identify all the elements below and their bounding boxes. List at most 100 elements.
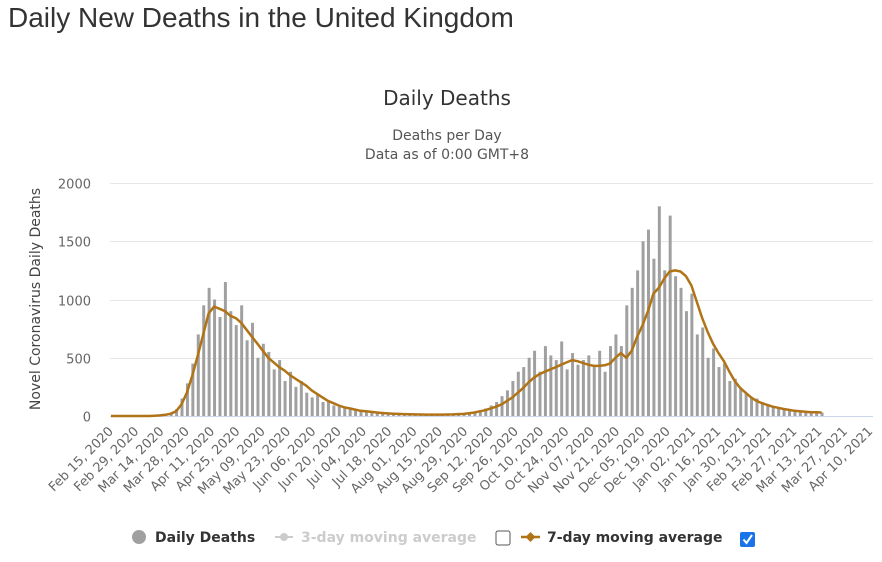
bar (261, 343, 265, 416)
legend-item-3-day-average[interactable]: 3-day moving average (275, 530, 477, 546)
bar (722, 363, 726, 416)
bar (717, 367, 721, 416)
bar (321, 402, 325, 416)
bar (809, 412, 813, 416)
bar (652, 258, 656, 416)
bar (489, 405, 493, 416)
bar (750, 397, 754, 416)
bar (587, 355, 591, 416)
legend-item-daily-deaths[interactable]: Daily Deaths (132, 530, 255, 546)
line-7-day-average (111, 269, 822, 418)
legend-label-7-day-average: 7-day moving average (547, 530, 723, 546)
bar (294, 386, 298, 416)
bar (375, 413, 379, 416)
bar (571, 353, 575, 416)
bar (592, 367, 596, 416)
bar (646, 229, 650, 416)
bar (467, 413, 471, 416)
dot-marker-icon (280, 533, 288, 541)
bar (223, 282, 227, 416)
bar (766, 404, 770, 416)
bar (392, 414, 396, 416)
bar (625, 305, 629, 416)
bar (815, 412, 819, 416)
bar (251, 322, 255, 416)
legend-label-3-day-average: 3-day moving average (301, 530, 477, 546)
bar (695, 334, 699, 416)
bar (560, 341, 564, 416)
bar (668, 215, 672, 416)
bar (543, 346, 547, 416)
bar (636, 270, 640, 416)
bar (310, 397, 314, 416)
bar (207, 287, 211, 416)
bar (316, 395, 320, 416)
bar (500, 396, 504, 416)
bar (370, 412, 374, 416)
bar (332, 405, 336, 416)
bar (701, 327, 705, 416)
bar (299, 381, 303, 416)
bar (245, 340, 249, 416)
bar (234, 325, 238, 416)
bar (788, 410, 792, 416)
bar (354, 410, 358, 416)
y-axis-label: Novel Coronavirus Daily Deaths (28, 188, 44, 410)
bar (386, 413, 390, 416)
bar (641, 241, 645, 416)
y-tick-label: 1000 (58, 295, 91, 310)
bar (272, 369, 276, 416)
bar (527, 357, 531, 416)
bar (706, 357, 710, 416)
bar (733, 378, 737, 416)
bar (359, 411, 363, 416)
diamond-marker-icon (525, 532, 536, 542)
bar (348, 409, 352, 416)
bar (202, 305, 206, 416)
bar (478, 410, 482, 416)
bar (473, 411, 477, 416)
bar (326, 400, 330, 416)
bar (305, 392, 309, 416)
bar (760, 402, 764, 416)
checkbox-7-day-average[interactable] (740, 532, 755, 547)
bar (782, 409, 786, 416)
bar (554, 360, 558, 416)
bar (712, 348, 716, 416)
bar (381, 413, 385, 416)
y-axis-ticks: 0 500 1000 1500 2000 (58, 178, 91, 426)
bar (663, 270, 667, 416)
bar (283, 381, 287, 416)
bar (240, 305, 244, 416)
bar (576, 364, 580, 416)
bar (771, 406, 775, 416)
bar (495, 402, 499, 416)
legend: Daily Deaths 3-day moving average 7-day … (132, 530, 755, 547)
bar (484, 408, 488, 416)
bar (185, 383, 189, 416)
checkmark-icon (742, 534, 753, 545)
chart-subtitle-2: Data as of 0:00 GMT+8 (365, 147, 529, 163)
bar (690, 293, 694, 416)
bar (196, 334, 200, 416)
bar (267, 351, 271, 416)
y-tick-label: 500 (66, 353, 91, 368)
y-tick-label: 1500 (58, 236, 91, 251)
bar (614, 334, 618, 416)
bar (191, 363, 195, 416)
checkbox-3-day-average[interactable] (495, 530, 511, 546)
bar (739, 389, 743, 416)
bar (609, 346, 613, 416)
chart-title: Daily Deaths (383, 86, 511, 110)
bar (598, 350, 602, 416)
chart-subtitle-1: Deaths per Day (392, 128, 501, 144)
bar (755, 398, 759, 416)
legend-label-daily-deaths: Daily Deaths (155, 530, 255, 546)
bar (229, 311, 233, 416)
bar (175, 409, 179, 416)
bar (603, 371, 607, 416)
checkbox-box (740, 532, 755, 547)
legend-item-7-day-average[interactable]: 7-day moving average (521, 530, 723, 546)
bar (538, 371, 542, 416)
